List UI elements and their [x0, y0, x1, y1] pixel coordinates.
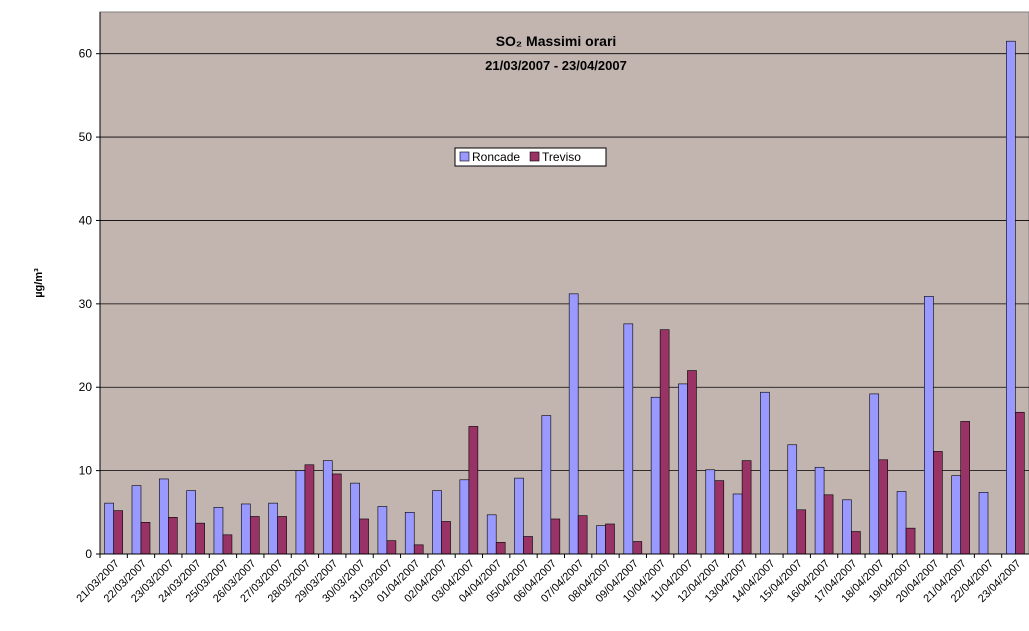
bar — [159, 478, 169, 555]
y-tick-label: 30 — [79, 297, 93, 311]
bar — [1015, 411, 1025, 555]
bar — [924, 296, 934, 555]
bar — [131, 485, 142, 555]
legend-label: Roncade — [472, 150, 520, 164]
chart-subtitle: 21/03/2007 - 23/04/2007 — [485, 58, 627, 73]
bar — [404, 512, 415, 555]
bar — [432, 490, 442, 555]
y-tick-label: 40 — [79, 213, 93, 227]
y-tick-label: 50 — [79, 130, 93, 144]
bar — [249, 516, 260, 555]
bar — [760, 391, 770, 555]
bar — [933, 451, 943, 555]
bar — [905, 527, 916, 555]
bar — [951, 475, 961, 555]
bar — [632, 541, 643, 555]
bar — [623, 323, 634, 555]
y-tick-label: 0 — [85, 547, 92, 561]
bar — [441, 521, 451, 555]
bar — [104, 502, 114, 555]
bar — [413, 544, 424, 555]
bar — [705, 469, 716, 555]
bar — [787, 444, 798, 555]
bar — [878, 459, 889, 555]
bar — [978, 491, 989, 555]
bar — [842, 499, 852, 555]
bar — [113, 510, 123, 555]
bar — [687, 370, 697, 555]
bar — [741, 460, 752, 555]
y-tick-label: 10 — [79, 464, 93, 478]
bar — [851, 531, 861, 555]
bar — [714, 480, 725, 555]
bar — [577, 515, 588, 555]
bar — [796, 509, 807, 555]
bar — [678, 383, 688, 555]
bar — [331, 473, 342, 555]
bar — [514, 477, 524, 555]
bar — [550, 518, 561, 555]
bar — [659, 329, 670, 555]
bar — [268, 502, 278, 555]
bar — [523, 536, 533, 555]
y-tick-label: 60 — [79, 47, 93, 61]
legend-label: Treviso — [542, 150, 581, 164]
bar — [304, 464, 315, 555]
bar — [277, 516, 287, 555]
bar — [386, 540, 397, 555]
bar — [168, 517, 178, 555]
bar — [869, 393, 880, 555]
y-tick-label: 20 — [79, 380, 93, 394]
bar — [350, 482, 360, 555]
y-axis-label: µg/m³ — [33, 268, 45, 298]
chart-title: SO₂ Massimi orari — [496, 33, 617, 49]
bar — [322, 460, 333, 555]
bar — [568, 293, 579, 555]
bar — [732, 493, 743, 555]
bar — [650, 396, 661, 555]
bar — [140, 522, 151, 555]
bar — [596, 525, 606, 555]
bar — [195, 522, 205, 555]
bar — [1006, 40, 1016, 555]
bar — [960, 421, 970, 555]
plot-area — [99, 11, 1029, 555]
bar — [240, 503, 251, 555]
bar — [814, 466, 825, 555]
bar — [377, 506, 388, 555]
bar — [222, 534, 233, 555]
bar — [359, 518, 369, 555]
bar — [459, 479, 470, 555]
legend-swatch — [529, 151, 540, 162]
bar — [823, 494, 834, 555]
bar — [896, 491, 907, 555]
bar — [541, 415, 552, 555]
legend-swatch — [459, 151, 470, 162]
bar — [468, 426, 479, 555]
bar — [605, 523, 615, 555]
bar — [486, 514, 497, 555]
legend: Roncade Treviso — [454, 147, 607, 167]
bar — [213, 507, 224, 555]
bar — [495, 542, 506, 555]
bar — [295, 470, 306, 555]
bar — [186, 490, 196, 555]
